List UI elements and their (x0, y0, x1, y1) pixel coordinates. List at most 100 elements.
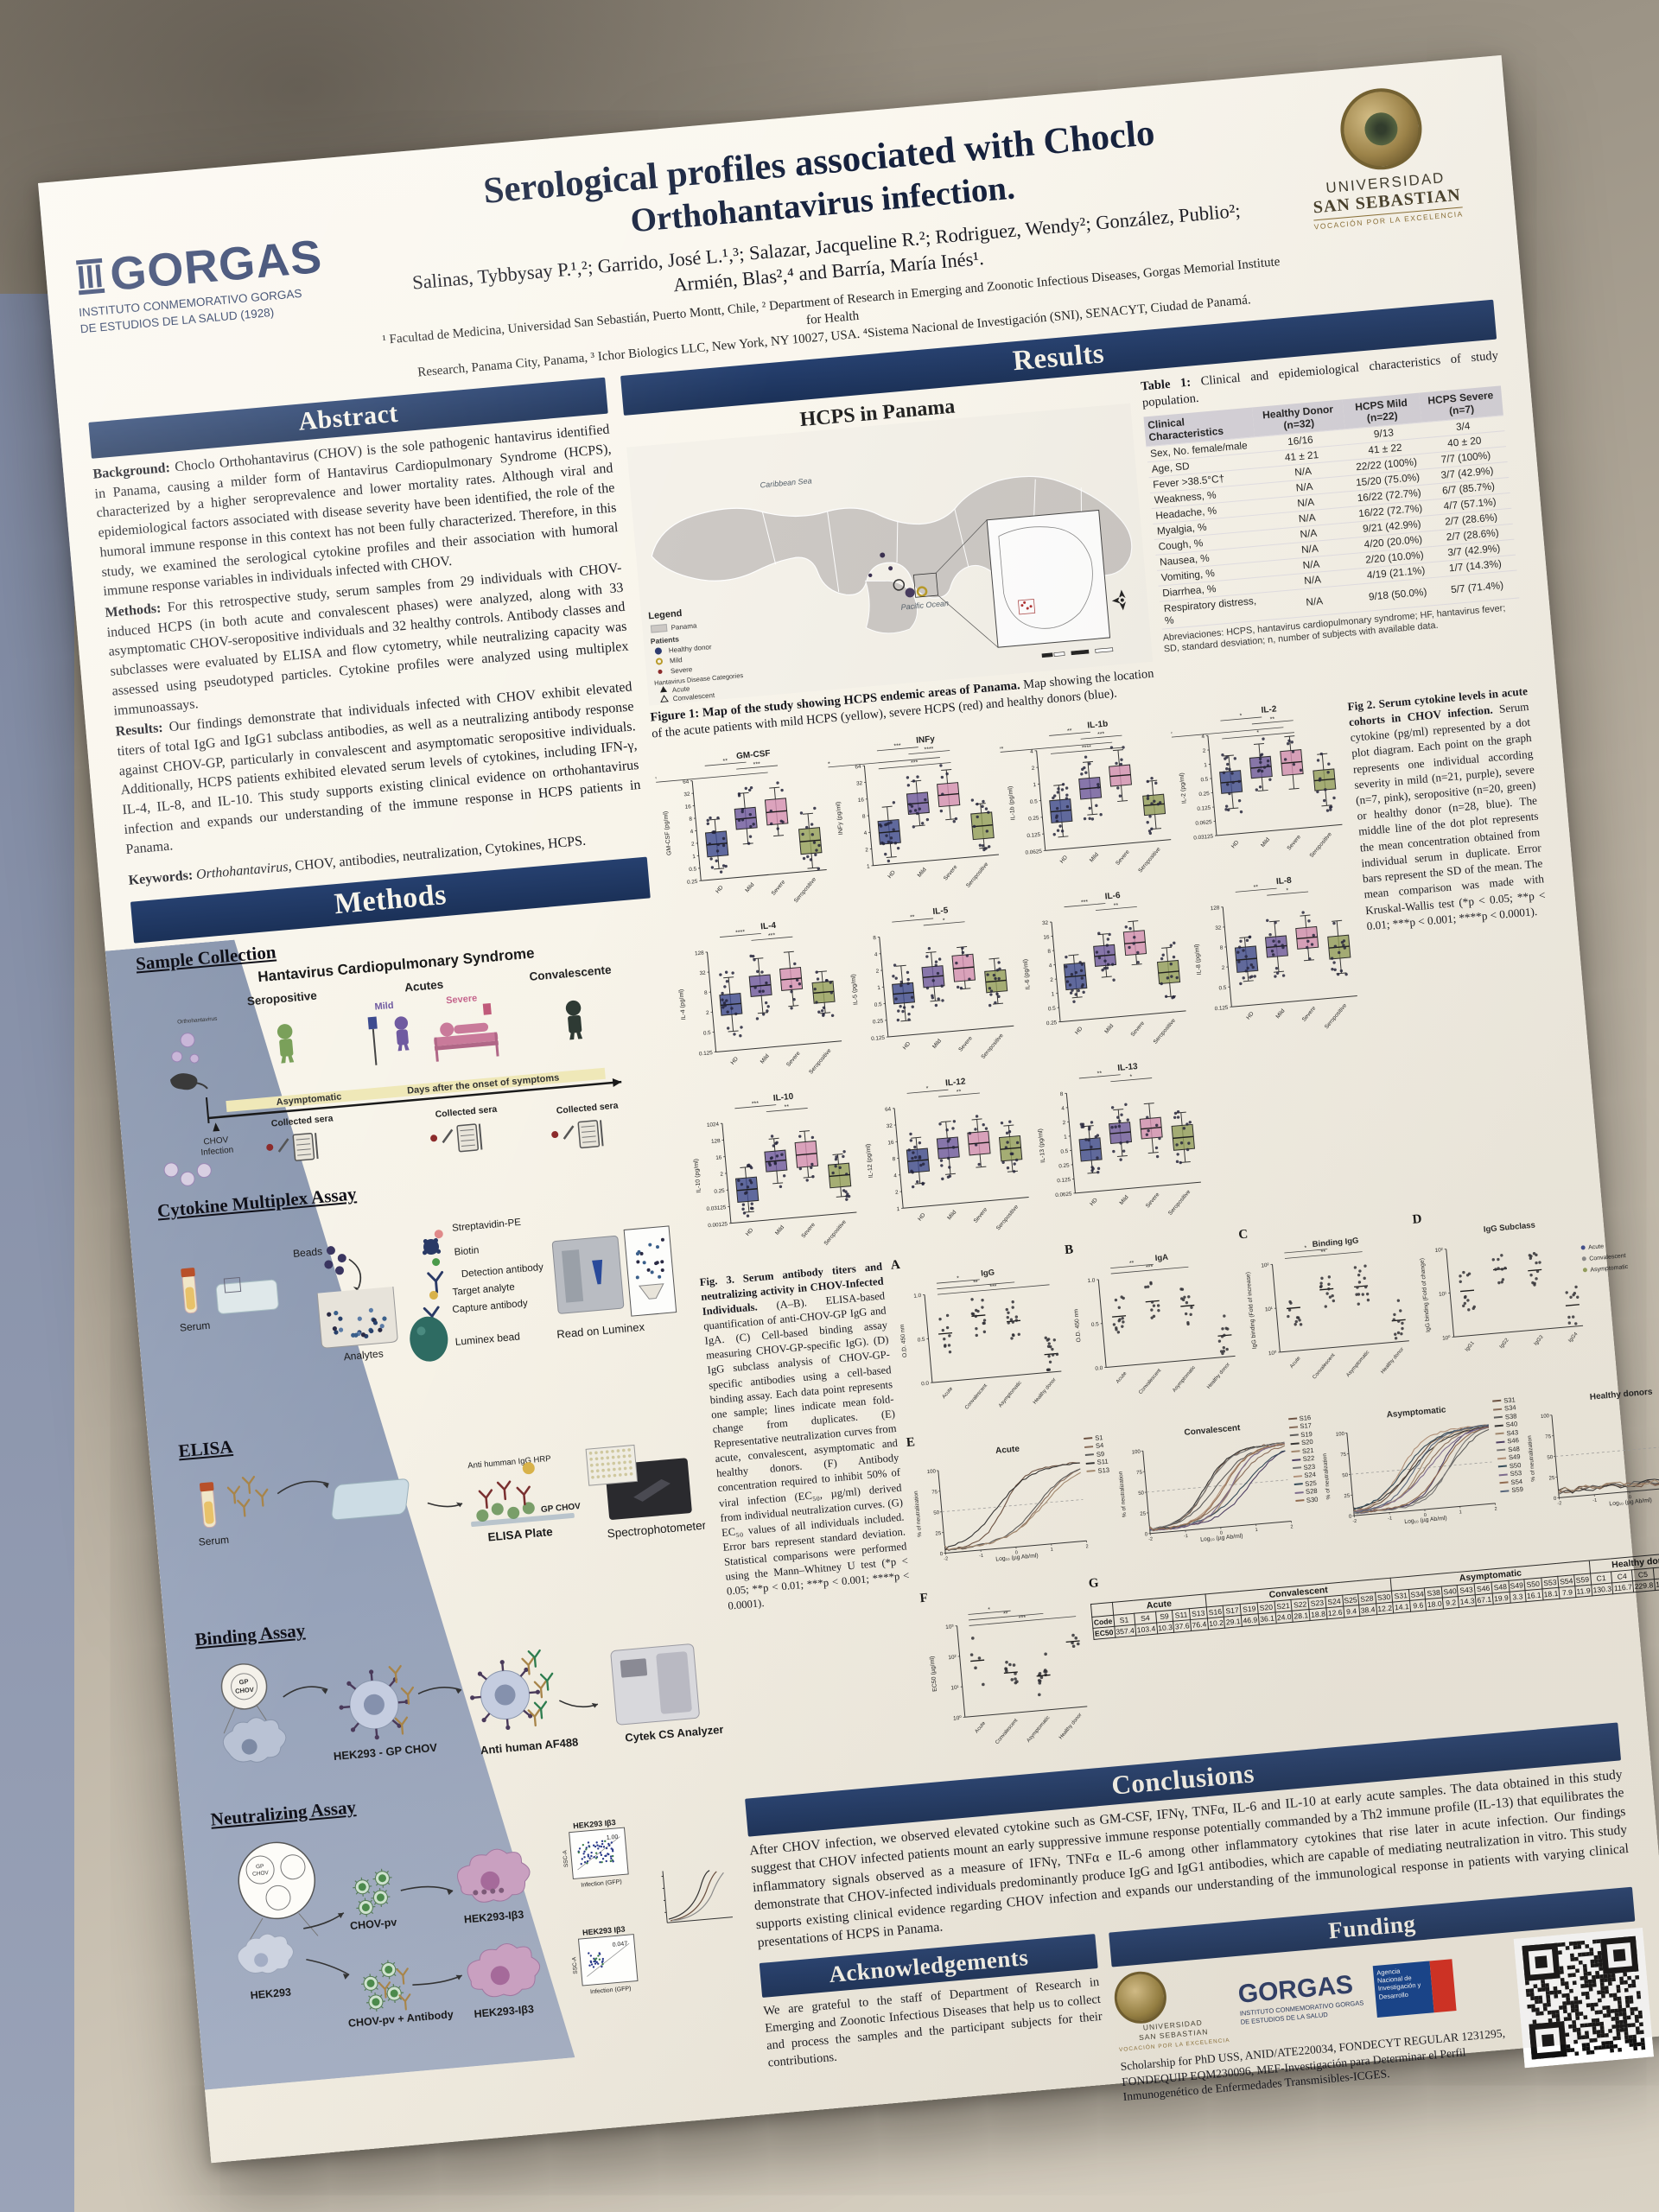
svg-text:0.25: 0.25 (714, 1187, 725, 1194)
svg-text:0.5: 0.5 (1219, 984, 1228, 991)
svg-text:Severe: Severe (957, 1035, 974, 1053)
svg-text:HD: HD (715, 884, 725, 894)
svg-text:CHOV-pv: CHOV-pv (350, 1916, 397, 1933)
svg-text:10²: 10² (1434, 1247, 1443, 1254)
svg-text:Seropositive: Seropositive (246, 989, 318, 1008)
svg-text:1: 1 (692, 854, 696, 860)
svg-text:Collected sera: Collected sera (435, 1104, 498, 1120)
svg-text:*: * (654, 776, 658, 782)
svg-text:0.25: 0.25 (1046, 1020, 1057, 1027)
svg-text:4: 4 (893, 1173, 898, 1179)
svg-text:SSC-A: SSC-A (571, 1956, 579, 1974)
svg-text:2: 2 (1062, 1120, 1066, 1126)
svg-text:IL-8: IL-8 (1276, 875, 1293, 887)
svg-text:Capture antibody: Capture antibody (452, 1299, 529, 1316)
svg-text:Mild: Mild (670, 656, 683, 664)
svg-text:IL-1b (pg/ml): IL-1b (pg/ml) (1007, 785, 1016, 820)
svg-text:IL-5 (pg/ml): IL-5 (pg/ml) (850, 974, 859, 1005)
svg-text:8: 8 (873, 935, 877, 941)
fig3-neutralization-Asymptomatic: Asymptomatic 100 75 50 25 0 % of neutralizatio… (1321, 1395, 1524, 1525)
svg-text:GM-CSF (pg/ml): GM-CSF (pg/ml) (663, 810, 672, 855)
svg-text:0.25: 0.25 (1198, 791, 1210, 798)
svg-text:2: 2 (691, 841, 696, 847)
svg-text:0.5: 0.5 (689, 866, 697, 873)
svg-text:4: 4 (1201, 734, 1205, 740)
wall-corner-strip (0, 294, 74, 2212)
svg-text:**: ** (973, 1280, 978, 1286)
svg-text:IL-1b: IL-1b (1086, 719, 1108, 730)
svg-text:0: 0 (1015, 1550, 1019, 1555)
svg-text:Target analyte: Target analyte (452, 1282, 515, 1298)
figure1-block: HCPS in Panama Caribbean Sea Pacific Ocea… (625, 380, 1156, 742)
svg-text:**: ** (784, 1103, 789, 1109)
svg-text:32: 32 (699, 969, 706, 976)
svg-text:1: 1 (867, 863, 871, 869)
svg-text:Orthohantavirus: Orthohantavirus (177, 1016, 218, 1026)
svg-text:Acute: Acute (975, 1720, 988, 1734)
svg-text:32: 32 (856, 780, 863, 787)
svg-text:IgG binding (Fold of increase): IgG binding (Fold of increase) (1245, 1271, 1258, 1349)
svg-text:O.D. 450 nm: O.D. 450 nm (899, 1324, 908, 1357)
svg-text:Acutes: Acutes (404, 978, 444, 995)
svg-text:IgG binding (Fold of change): IgG binding (Fold of change) (1420, 1257, 1432, 1332)
svg-text:GP: GP (256, 1864, 264, 1871)
svg-text:0.25: 0.25 (1058, 1162, 1070, 1169)
svg-text:10⁰: 10⁰ (1442, 1334, 1452, 1341)
svg-text:Infection (GFP): Infection (GFP) (581, 1879, 622, 1889)
fig2-panel-GM-CSF: GM-CSF 64 32 16 8 4 2 1 0.5 0.25 GM-CSF (pg/ml) HD M… (653, 740, 836, 924)
svg-text:Severe: Severe (1301, 1005, 1318, 1023)
svg-text:0.0: 0.0 (921, 1380, 930, 1387)
svg-text:Acute: Acute (672, 684, 691, 694)
svg-text:Pacific Ocean: Pacific Ocean (900, 599, 949, 612)
svg-text:Seropositive: Seropositive (1309, 831, 1334, 859)
svg-text:Acute: Acute (942, 1386, 955, 1400)
svg-text:Severe: Severe (943, 863, 959, 881)
svg-text:2: 2 (1085, 1544, 1089, 1549)
svg-text:HD: HD (1089, 1197, 1099, 1207)
svg-text:HD: HD (1058, 854, 1069, 864)
svg-text:1.00: 1.00 (607, 1834, 619, 1841)
svg-text:Seropositive: Seropositive (965, 861, 990, 888)
svg-text:% of neutralization: % of neutralization (1526, 1434, 1536, 1481)
svg-text:Severe: Severe (800, 1221, 817, 1239)
svg-text:0: 0 (1424, 1512, 1427, 1517)
svg-text:Seropositive: Seropositive (823, 1218, 848, 1246)
svg-text:2: 2 (1203, 747, 1207, 753)
svg-text:10²: 10² (948, 1654, 957, 1661)
svg-text:-1: -1 (979, 1553, 983, 1558)
svg-text:0.5: 0.5 (917, 1336, 925, 1343)
cytokine-assay-diagram: Serum Beads Analytes Streptavidin-PE Biotin D… (179, 1217, 677, 1363)
svg-text:Mild: Mild (374, 1001, 394, 1013)
svg-text:Legend: Legend (648, 608, 683, 621)
svg-text:**: ** (1320, 1249, 1325, 1255)
svg-text:16: 16 (857, 797, 864, 804)
svg-text:Read on Luminex: Read on Luminex (556, 1320, 645, 1341)
svg-text:**: ** (1254, 884, 1259, 890)
svg-text:*: * (988, 1606, 991, 1612)
svg-text:Severe: Severe (446, 993, 478, 1006)
svg-text:IgG1: IgG1 (1465, 1340, 1476, 1352)
svg-text:*: * (942, 918, 945, 924)
svg-text:IgG3: IgG3 (1534, 1334, 1545, 1346)
svg-text:IL-2: IL-2 (1261, 704, 1277, 715)
svg-text:1.0: 1.0 (1087, 1277, 1096, 1284)
svg-text:16: 16 (887, 1140, 894, 1147)
svg-text:Healthy donor: Healthy donor (1058, 1713, 1084, 1740)
svg-text:0.5: 0.5 (1047, 1005, 1056, 1012)
svg-text:***: *** (997, 746, 1003, 753)
svg-text:0.03125: 0.03125 (1193, 833, 1214, 841)
svg-text:Asymptomatic: Asymptomatic (1345, 1350, 1370, 1378)
fig2-panel-IL-5: IL-5 8 4 2 1 0.5 0.25 0.125 IL-5 (pg/ml) HD Mild Se… (841, 896, 1024, 1080)
svg-text:4: 4 (1029, 748, 1033, 754)
svg-text:1: 1 (877, 985, 881, 991)
figure2-grid: GM-CSF 64 32 16 8 4 2 1 0.5 0.25 GM-CSF (pg/ml) HD M… (653, 695, 1382, 1267)
svg-text:1: 1 (1051, 991, 1055, 997)
svg-text:8: 8 (704, 989, 709, 995)
svg-text:Asymptomatic: Asymptomatic (1590, 1264, 1629, 1274)
svg-text:8: 8 (1220, 944, 1224, 950)
svg-text:0: 0 (1219, 1530, 1223, 1535)
svg-text:***: *** (911, 760, 918, 766)
svg-text:Mild: Mild (760, 1052, 771, 1065)
svg-text:**: ** (1003, 1611, 1008, 1617)
